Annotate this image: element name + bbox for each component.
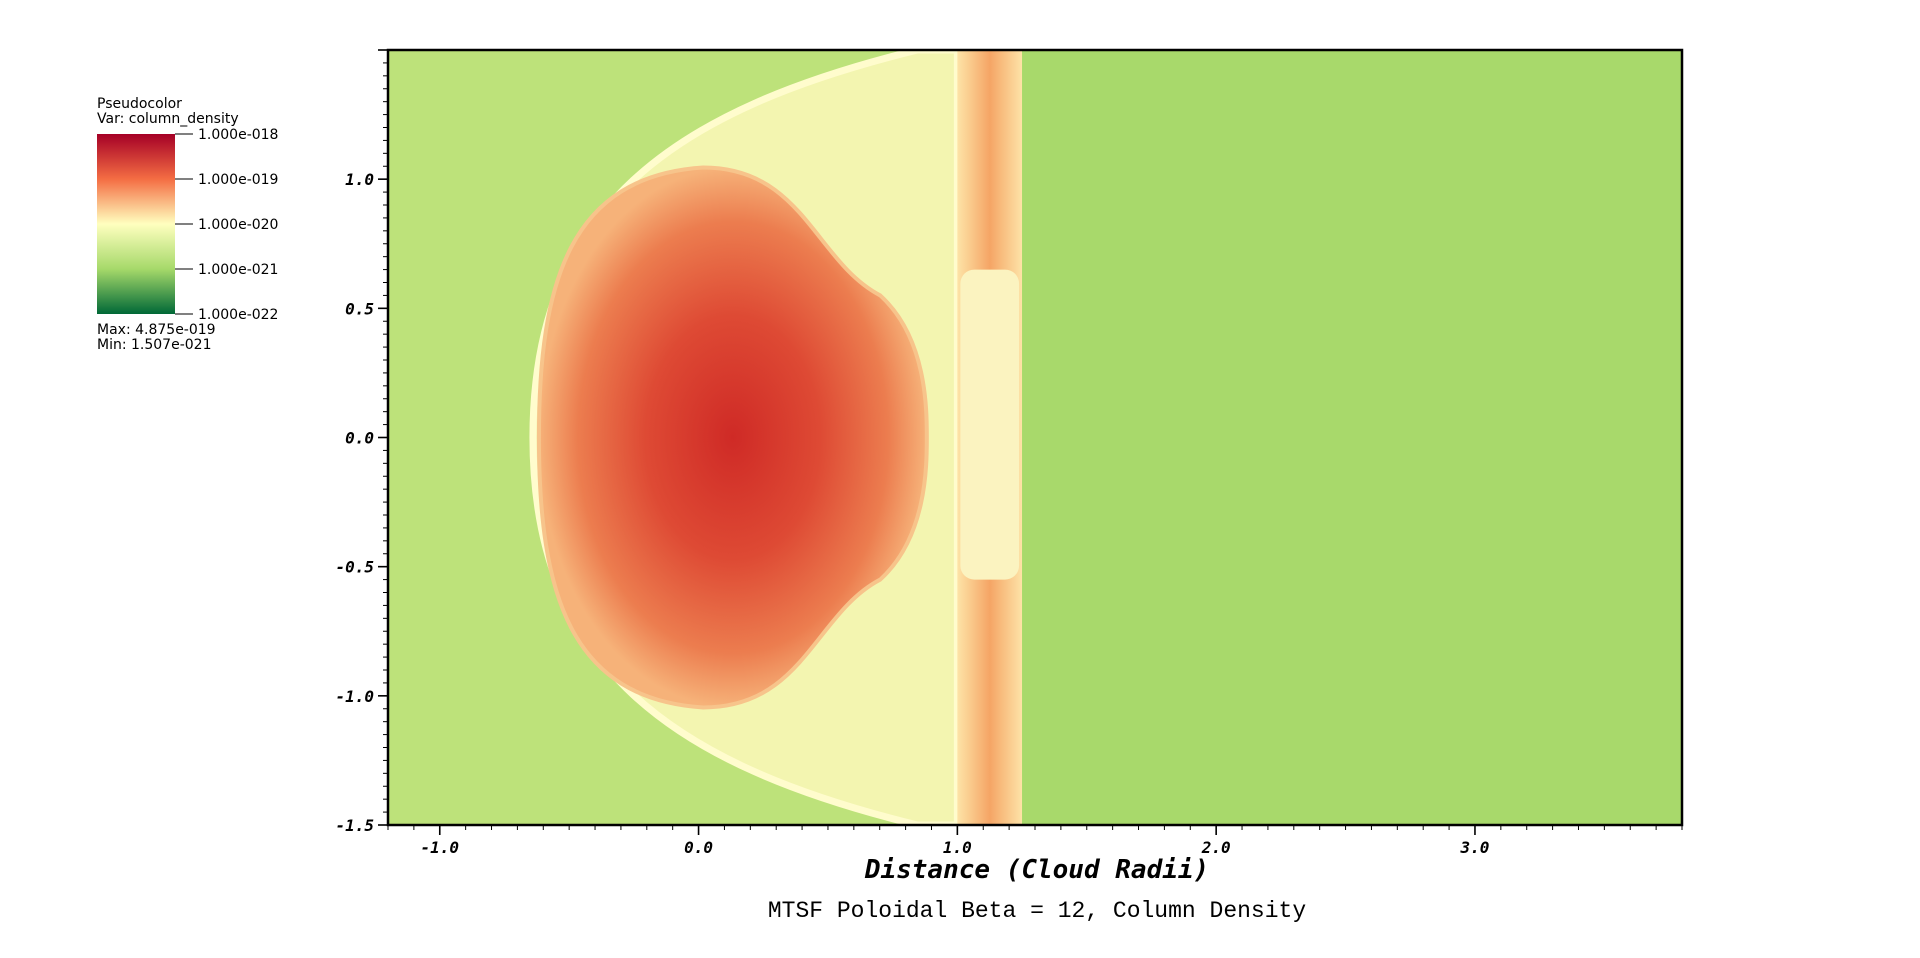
density-band-gap (960, 269, 1020, 580)
legend-tick-label: 1.000e-019 (198, 172, 278, 188)
x-axis: -1.0 0.0 1.0 2.0 3.0 (387, 825, 1683, 857)
colorbar-legend: Pseudocolor Var: column_density 1.000e-0… (97, 96, 278, 353)
x-tick-label: 3.0 (1460, 838, 1490, 857)
y-tick-label: -0.5 (335, 558, 374, 577)
x-axis-label: Distance (Cloud Radii) (864, 855, 1209, 885)
x-tick-label: 1.0 (943, 838, 972, 857)
colorbar (97, 134, 175, 314)
y-tick-label: 1.0 (345, 170, 374, 189)
downstream-region (1022, 50, 1682, 825)
legend-tick-label: 1.000e-018 (198, 127, 278, 143)
legend-max: Max: 4.875e-019 (97, 322, 216, 338)
legend-tick-label: 1.000e-021 (198, 262, 278, 278)
x-tick-label: 0.0 (684, 838, 713, 857)
y-tick-label: -1.0 (335, 687, 374, 706)
x-tick-label: -1.0 (420, 838, 459, 857)
legend-tick-label: 1.000e-020 (198, 217, 278, 233)
heatmap-field (388, 50, 1682, 825)
y-axis: 1.0 0.5 0.0 -0.5 -1.0 -1.5 (335, 49, 388, 835)
x-tick-label: 2.0 (1201, 838, 1231, 857)
y-tick-label: 0.5 (345, 299, 374, 318)
legend-tick-label: 1.000e-022 (198, 307, 278, 323)
y-tick-label: -1.5 (335, 816, 374, 835)
chart-title: MTSF Poloidal Beta = 12, Column Density (768, 898, 1306, 924)
legend-plot-type: Pseudocolor (97, 96, 182, 112)
legend-variable: Var: column_density (97, 111, 239, 127)
cloud-body (536, 165, 929, 710)
legend-min: Min: 1.507e-021 (97, 337, 211, 353)
y-tick-label: 0.0 (345, 429, 374, 448)
